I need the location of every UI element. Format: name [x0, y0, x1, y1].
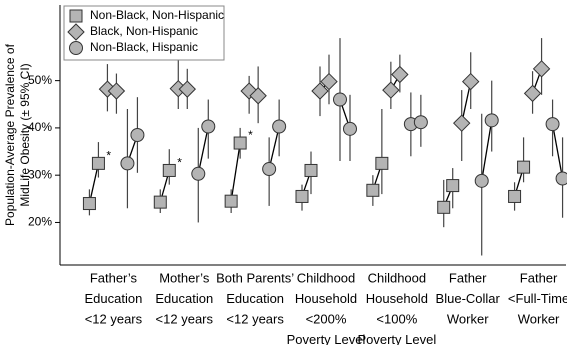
- circle-marker: [334, 93, 347, 106]
- circle-marker: [344, 122, 357, 135]
- circle-marker: [546, 118, 559, 131]
- circle-marker: [121, 157, 134, 170]
- circle-marker: [131, 129, 144, 142]
- x-tick-label: Household: [295, 291, 357, 306]
- x-tick-label: Mother’s: [159, 270, 210, 285]
- x-tick-label: Father’s: [90, 270, 138, 285]
- x-tick-label: Education: [155, 291, 213, 306]
- x-tick-label: <100%: [376, 311, 417, 326]
- circle-marker: [556, 172, 567, 185]
- square-marker: [367, 184, 379, 196]
- square-marker: [92, 157, 104, 169]
- annotation: *: [248, 128, 253, 142]
- legend-label: Non-Black, Non-Hispanic: [90, 8, 224, 22]
- x-tick-label: <Full-Time: [508, 291, 567, 306]
- circle-marker: [192, 167, 205, 180]
- x-tick-label: Poverty Level: [287, 332, 366, 345]
- x-tick-label: Blue-Collar: [436, 291, 501, 306]
- x-tick-label: Worker: [518, 311, 560, 326]
- x-tick-label: Poverty Level: [357, 332, 436, 345]
- x-tick-label: Education: [226, 291, 284, 306]
- x-tick-label: Childhood: [297, 270, 356, 285]
- x-tick-label: <12 years: [85, 311, 143, 326]
- square-marker: [376, 157, 388, 169]
- annotation: *: [106, 149, 111, 163]
- circle-marker: [263, 163, 276, 176]
- square-marker: [305, 164, 317, 176]
- square-marker: [70, 10, 82, 22]
- circle-marker: [202, 120, 215, 133]
- square-marker: [509, 190, 521, 202]
- circle-marker: [485, 114, 498, 127]
- legend-label: Black, Non-Hispanic: [90, 24, 198, 38]
- x-tick-label: <200%: [306, 311, 347, 326]
- x-tick-label: Father: [449, 270, 487, 285]
- circle-marker: [273, 120, 286, 133]
- x-tick-label: <12 years: [226, 311, 284, 326]
- square-marker: [83, 198, 95, 210]
- square-marker: [225, 195, 237, 207]
- x-tick-label: Both Parents’: [216, 270, 294, 285]
- x-tick-label: Education: [85, 291, 143, 306]
- circle-marker: [475, 174, 488, 187]
- y-axis-label: MidLife Obesity (± 95% CI): [18, 63, 32, 206]
- x-tick-label: Childhood: [368, 270, 427, 285]
- circle-marker: [414, 116, 427, 129]
- x-tick-label: <12 years: [156, 311, 214, 326]
- y-tick-label: 20%: [28, 215, 52, 229]
- annotation: *: [177, 156, 182, 170]
- square-marker: [438, 201, 450, 213]
- x-tick-label: Worker: [447, 311, 489, 326]
- square-marker: [154, 196, 166, 208]
- square-marker: [447, 180, 459, 192]
- legend-label: Non-Black, Hispanic: [90, 40, 198, 54]
- square-marker: [234, 137, 246, 149]
- y-axis-label: Population-Average Prevalence of: [3, 43, 17, 226]
- square-marker: [163, 164, 175, 176]
- x-tick-label: Household: [366, 291, 428, 306]
- square-marker: [296, 190, 308, 202]
- x-tick-label: Father: [520, 270, 558, 285]
- square-marker: [518, 161, 530, 173]
- circle-marker: [70, 42, 83, 55]
